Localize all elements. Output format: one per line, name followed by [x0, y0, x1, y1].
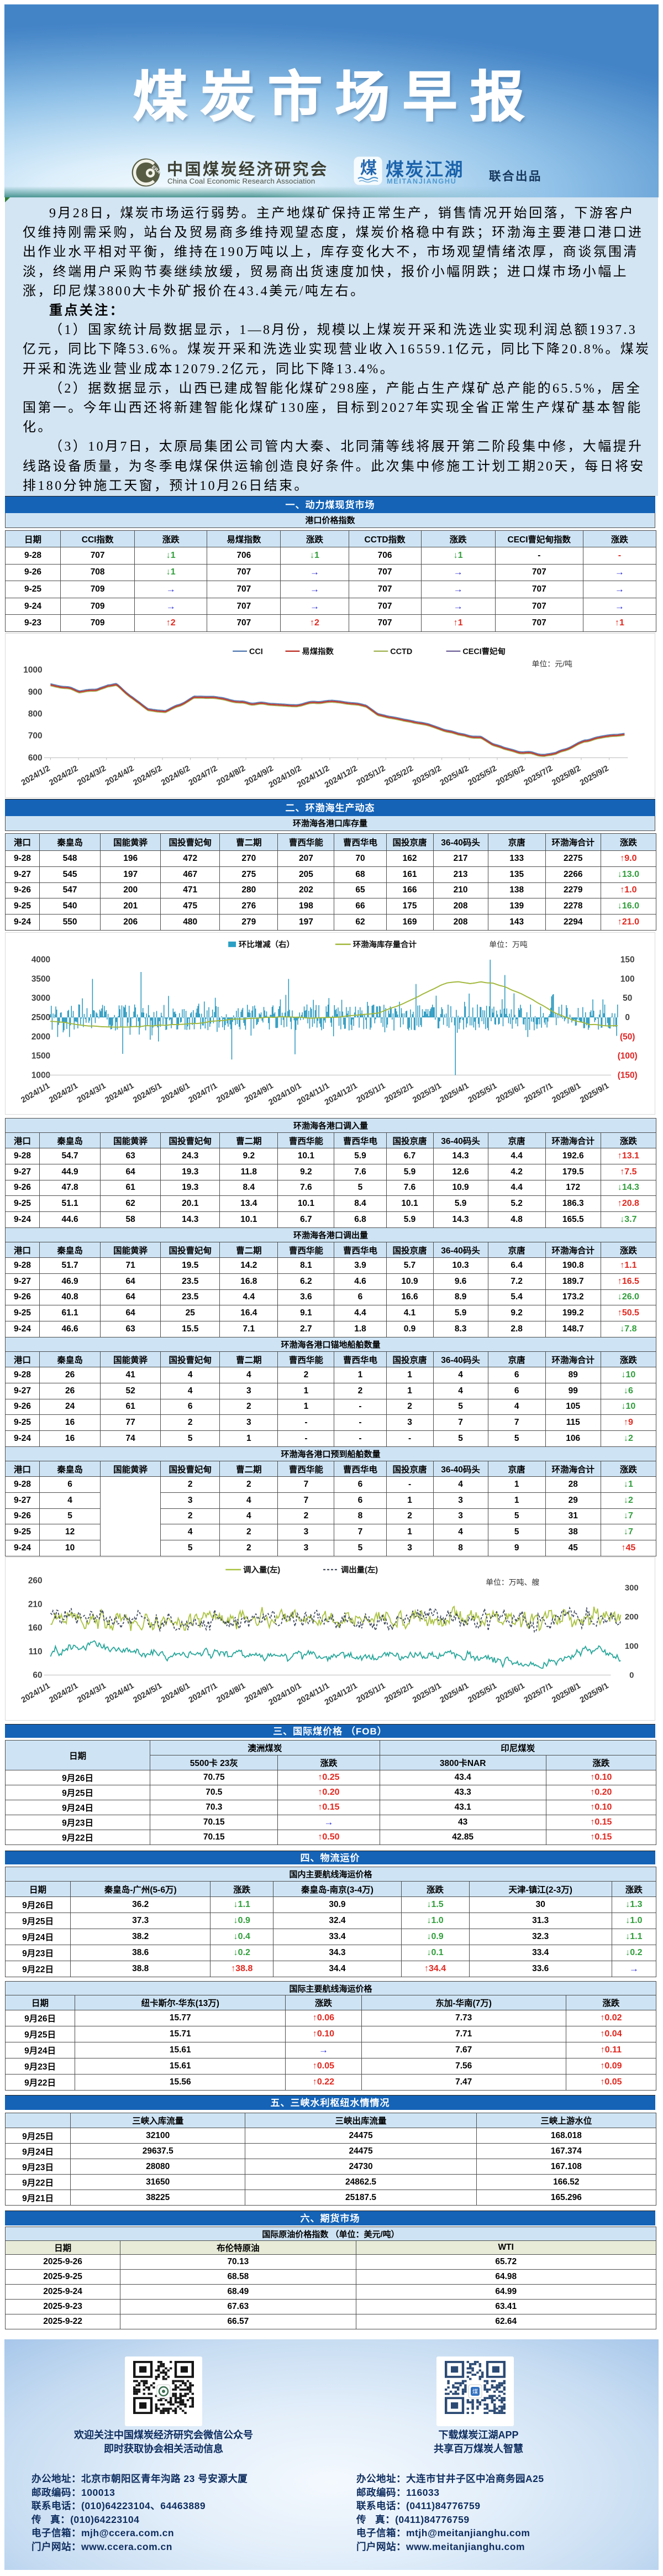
svg-text:2025/4/1: 2025/4/1: [439, 1681, 471, 1705]
svg-text:2025/4/2: 2025/4/2: [439, 764, 471, 787]
svg-text:2025/4/1: 2025/4/1: [439, 1081, 471, 1105]
svg-text:2025/6/2: 2025/6/2: [494, 764, 527, 787]
svg-text:2025/7/1: 2025/7/1: [523, 1681, 555, 1705]
svg-text:300: 300: [625, 1584, 639, 1593]
svg-text:150: 150: [620, 955, 635, 965]
svg-text:2025/7/1: 2025/7/1: [523, 1081, 555, 1105]
svg-text:2024/8/1: 2024/8/1: [215, 1681, 248, 1705]
svg-text:2025/5/1: 2025/5/1: [466, 1681, 498, 1705]
svg-text:2024/6/1: 2024/6/1: [160, 1681, 192, 1705]
svg-text:2024/6/2: 2024/6/2: [160, 764, 192, 787]
svg-text:2024/4/2: 2024/4/2: [104, 764, 136, 787]
svg-text:2024/8/2: 2024/8/2: [215, 764, 248, 787]
svg-text:2025/6/1: 2025/6/1: [494, 1681, 527, 1705]
svg-text:2024/1/2: 2024/1/2: [20, 764, 52, 787]
svg-text:260: 260: [28, 1576, 43, 1586]
svg-text:2024/2/1: 2024/2/1: [48, 1681, 80, 1705]
svg-text:210: 210: [28, 1600, 43, 1609]
svg-text:2025/5/2: 2025/5/2: [466, 764, 498, 787]
svg-text:2025/3/2: 2025/3/2: [411, 764, 443, 787]
svg-text:2024/8/1: 2024/8/1: [215, 1081, 247, 1105]
svg-text:2025/7/2: 2025/7/2: [523, 764, 555, 787]
svg-text:CECI曹妃甸: CECI曹妃甸: [462, 646, 506, 656]
svg-text:2024/2/2: 2024/2/2: [48, 764, 80, 787]
svg-text:1000: 1000: [31, 1070, 50, 1080]
svg-text:2025/3/1: 2025/3/1: [411, 1081, 443, 1105]
svg-text:60: 60: [33, 1671, 42, 1680]
svg-text:2025/2/1: 2025/2/1: [383, 1681, 415, 1705]
svg-text:200: 200: [625, 1613, 639, 1622]
svg-text:CCI: CCI: [249, 647, 263, 656]
svg-text:2025/8/2: 2025/8/2: [550, 764, 582, 787]
svg-text:2024/4/1: 2024/4/1: [104, 1681, 136, 1705]
svg-text:2025/2/2: 2025/2/2: [383, 764, 415, 787]
svg-text:2000: 2000: [31, 1032, 50, 1042]
svg-text:调入量(左): 调入量(左): [243, 1565, 280, 1575]
svg-text:煤: 煤: [360, 159, 377, 177]
svg-text:CCTD: CCTD: [390, 647, 412, 656]
svg-text:50: 50: [623, 994, 632, 1003]
svg-text:2024/7/2: 2024/7/2: [187, 764, 219, 787]
svg-text:2024/5/1: 2024/5/1: [131, 1081, 164, 1105]
svg-text:3500: 3500: [31, 974, 50, 984]
svg-text:2025/8/1: 2025/8/1: [550, 1681, 582, 1705]
svg-text:2024/6/1: 2024/6/1: [160, 1081, 192, 1105]
svg-text:2025/9/2: 2025/9/2: [578, 764, 611, 787]
svg-text:单位：元/吨: 单位：元/吨: [532, 660, 572, 668]
svg-text:160: 160: [28, 1623, 43, 1633]
svg-text:2025/5/1: 2025/5/1: [467, 1081, 499, 1105]
svg-text:800: 800: [28, 709, 43, 719]
svg-text:2025/2/1: 2025/2/1: [383, 1081, 415, 1105]
svg-text:调出量(左): 调出量(左): [341, 1565, 378, 1575]
svg-text:900: 900: [28, 687, 43, 697]
svg-text:单位：万吨、艘: 单位：万吨、艘: [486, 1578, 539, 1587]
svg-text:环比增减（右）: 环比增减（右）: [239, 939, 294, 949]
svg-text:2024/4/1: 2024/4/1: [104, 1081, 136, 1105]
svg-text:2025/9/1: 2025/9/1: [578, 1681, 611, 1705]
svg-text:2024/3/1: 2024/3/1: [76, 1081, 108, 1105]
svg-text:2025/9/1: 2025/9/1: [578, 1081, 611, 1105]
svg-text:2024/1/1: 2024/1/1: [20, 1081, 52, 1105]
svg-text:4000: 4000: [31, 955, 50, 965]
svg-text:2025/1/1: 2025/1/1: [355, 1681, 387, 1705]
svg-text:单位：万吨: 单位：万吨: [489, 940, 528, 949]
svg-text:2025/1/1: 2025/1/1: [355, 1081, 387, 1105]
svg-text:(150): (150): [618, 1070, 638, 1080]
svg-text:2024/1/1: 2024/1/1: [20, 1681, 52, 1705]
svg-text:600: 600: [28, 753, 43, 762]
svg-text:110: 110: [29, 1647, 43, 1657]
svg-text:煤: 煤: [472, 2388, 478, 2395]
svg-text:0: 0: [629, 1671, 634, 1680]
svg-text:2500: 2500: [31, 1013, 50, 1022]
svg-text:3000: 3000: [31, 994, 50, 1003]
svg-text:(100): (100): [618, 1052, 638, 1061]
svg-text:2024/5/1: 2024/5/1: [132, 1681, 164, 1705]
svg-text:2025/8/1: 2025/8/1: [551, 1081, 583, 1105]
svg-text:2024/3/1: 2024/3/1: [76, 1681, 108, 1705]
svg-text:2024/3/2: 2024/3/2: [76, 764, 108, 787]
svg-text:2024/7/1: 2024/7/1: [187, 1081, 219, 1105]
svg-text:2024/5/2: 2024/5/2: [132, 764, 164, 787]
svg-text:(50): (50): [620, 1032, 635, 1042]
svg-text:2025/6/1: 2025/6/1: [494, 1081, 527, 1105]
svg-text:2025/3/1: 2025/3/1: [411, 1681, 443, 1705]
svg-text:2024/7/1: 2024/7/1: [187, 1681, 219, 1705]
svg-text:2024/2/1: 2024/2/1: [48, 1081, 80, 1105]
svg-text:700: 700: [28, 731, 43, 741]
svg-text:0: 0: [625, 1013, 630, 1022]
svg-text:环渤海库存量合计: 环渤海库存量合计: [353, 939, 417, 949]
svg-text:1000: 1000: [23, 666, 42, 675]
svg-text:1500: 1500: [31, 1052, 50, 1061]
svg-text:2025/1/2: 2025/1/2: [355, 764, 387, 787]
svg-text:100: 100: [620, 974, 635, 984]
svg-text:易煤指数: 易煤指数: [302, 646, 334, 656]
svg-text:100: 100: [625, 1642, 639, 1651]
